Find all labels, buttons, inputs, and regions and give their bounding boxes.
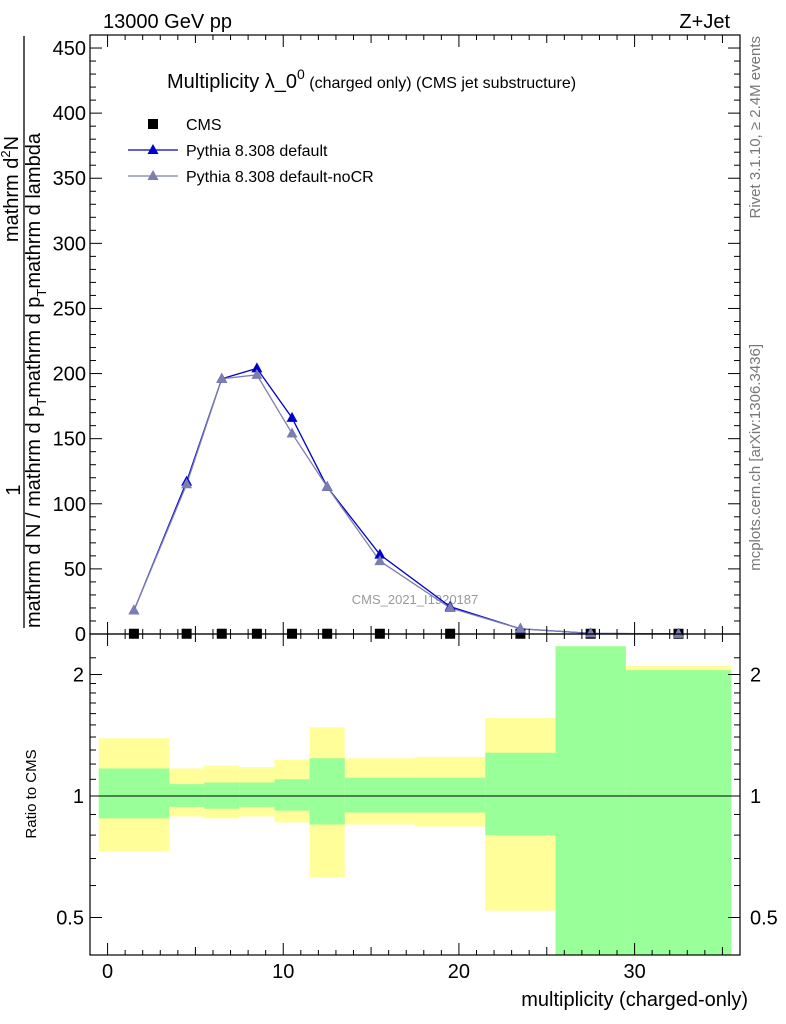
ratio-green-band	[415, 777, 486, 813]
series-point-2	[216, 372, 228, 383]
ratio-green-band	[239, 782, 275, 807]
ratio-y-tick-label: 2	[73, 665, 84, 687]
series-point-1	[251, 362, 263, 373]
ratio-green-band	[555, 646, 626, 955]
series-point-2	[321, 480, 333, 491]
ylabel-den-sub-b: T	[34, 289, 49, 297]
series-point-1	[286, 411, 298, 422]
main-y-tick-label: 50	[64, 559, 86, 581]
ratio-bands	[98, 646, 732, 955]
legend-pythia-marker	[147, 144, 159, 154]
ratio-plot-frame	[89, 633, 741, 956]
ratio-y-tick-label-right: 0.5	[750, 908, 778, 930]
series-point-2	[286, 427, 298, 438]
ratio-plot-panel: 0.5 0.51 12 20 10 20 30 Ratio to CMS multiplic…	[23, 633, 778, 1011]
ylabel-num-b: N	[1, 136, 23, 150]
main-y-tick-label: 250	[53, 298, 86, 320]
main-y-tick-label: 300	[53, 233, 86, 255]
legend-pythia-label: Pythia 8.308 default	[186, 143, 328, 160]
series-point-2	[128, 604, 140, 615]
ylabel-numerator: mathrm d2N	[0, 136, 23, 242]
main-plot-ticks: 0 50 100 150 200 250 300 350 400 450	[53, 35, 740, 646]
ratio-green-band	[98, 768, 170, 819]
ratio-y-tick-label: 1	[73, 786, 84, 808]
ratio-plot-ticks: 0.5 0.51 12 20 10 20 30	[56, 634, 778, 983]
series-point-2	[181, 478, 193, 489]
series-point-2	[514, 622, 526, 633]
main-y-tick-label: 100	[53, 494, 86, 516]
series-point-2	[251, 368, 263, 379]
main-y-tick-label: 450	[53, 38, 86, 60]
main-y-tick-label: 400	[53, 103, 86, 125]
legend-nocr-marker	[147, 170, 159, 180]
x-tick-label: 20	[448, 961, 470, 983]
mcplots-label: mcplots.cern.ch [arXiv:1306.3436]	[747, 344, 764, 571]
series-point-2	[374, 555, 386, 566]
ratio-green-band	[625, 670, 732, 955]
main-y-tick-label: 0	[75, 624, 86, 646]
series-point-2	[585, 627, 597, 638]
ylabel-num-a: mathrm d	[1, 158, 23, 242]
ylabel-den-b: mathrm d p	[23, 297, 45, 398]
ratio-green-band	[344, 777, 415, 813]
watermark: CMS_2021_I1920187	[352, 592, 479, 607]
series-point-2	[444, 601, 456, 612]
legend-cms-marker	[148, 119, 158, 129]
ylabel-den-a: mathrm d N / mathrm d p	[23, 406, 45, 628]
ratio-green-band	[274, 779, 310, 811]
ratio-green-band	[485, 752, 556, 836]
ratio-y-tick-label-right: 2	[750, 665, 761, 687]
ratio-y-axis-label: Ratio to CMS	[23, 749, 40, 838]
ratio-green-band	[169, 784, 205, 807]
series-point-1	[374, 548, 386, 559]
header-left: 13000 GeV pp	[103, 11, 232, 33]
plot-title-sup: 0	[297, 66, 305, 82]
x-tick-label: 0	[102, 961, 113, 983]
main-y-axis-label: 1 mathrm d N / mathrm d pTmathrm d pTmat…	[0, 36, 49, 628]
plot-title-rest: (charged only) (CMS jet substructure)	[305, 75, 576, 92]
legend-cms-label: CMS	[186, 117, 222, 134]
rivet-label: Rivet 3.1.10, ≥ 2.4M events	[747, 36, 764, 219]
main-y-tick-label: 150	[53, 429, 86, 451]
x-axis-label: multiplicity (charged-only)	[521, 989, 748, 1011]
ylabel-den-sub-a: T	[34, 398, 49, 406]
ylabel-one: 1	[3, 484, 25, 495]
ylabel-num-sup: 2	[0, 150, 13, 157]
main-y-tick-label: 350	[53, 168, 86, 190]
ratio-y-tick-label-right: 1	[750, 786, 761, 808]
plot-title-main: Multiplicity λ_0	[167, 71, 297, 93]
x-tick-label: 10	[272, 961, 294, 983]
ylabel-denominator: mathrm d N / mathrm d pTmathrm d pTmathr…	[23, 132, 49, 628]
main-plot-panel: CMS_2021_I1920187 0 50 100 150 200 250 300 350 4…	[0, 34, 741, 646]
legend: CMS Pythia 8.308 default Pythia 8.308 de…	[128, 117, 374, 186]
ratio-y-tick-label: 0.5	[56, 908, 84, 930]
plot-title: Multiplicity λ_00 (charged only) (CMS je…	[167, 66, 576, 93]
ylabel-den-c: mathrm d lambda	[23, 132, 45, 288]
header-right: Z+Jet	[679, 11, 730, 33]
x-tick-label: 30	[623, 961, 645, 983]
ratio-green-band	[309, 758, 345, 825]
main-y-tick-label: 200	[53, 364, 86, 386]
series-point-2	[673, 627, 685, 638]
legend-nocr-label: Pythia 8.308 default-noCR	[186, 169, 374, 186]
